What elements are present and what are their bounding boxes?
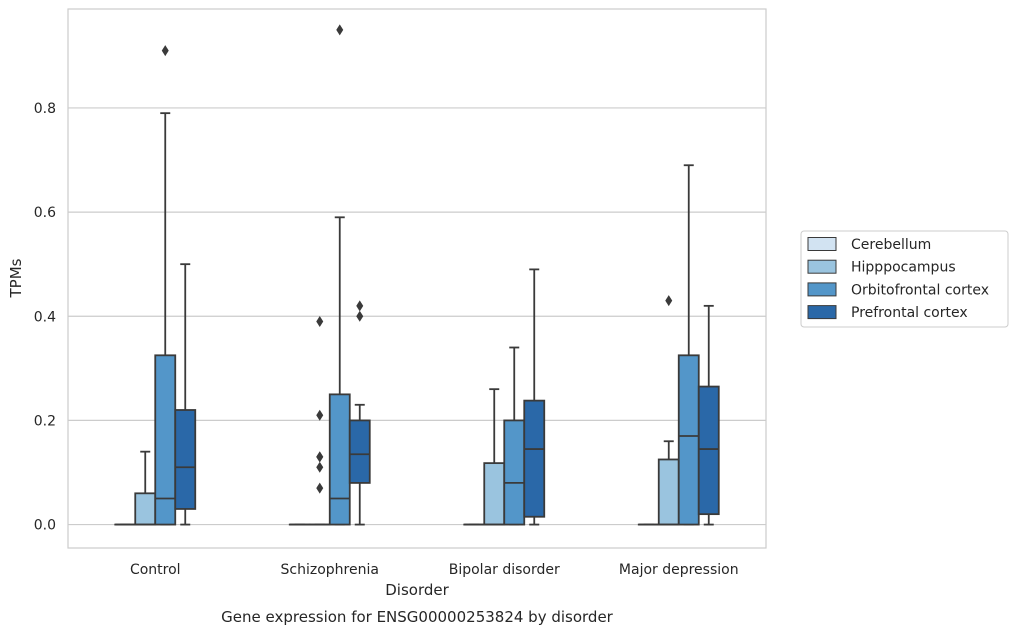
x-tick-label: Schizophrenia bbox=[281, 562, 379, 578]
outlier-point bbox=[665, 295, 673, 307]
x-axis-title: Disorder bbox=[385, 581, 449, 599]
box-hipppocampus bbox=[657, 295, 680, 526]
legend: Cerebellum Hipppocampus Orbitofrontal cort… bbox=[800, 230, 1009, 328]
legend-label: Cerebellum bbox=[851, 237, 931, 253]
outlier-point bbox=[316, 409, 324, 421]
y-tick-label: 0.8 bbox=[34, 101, 56, 117]
outlier-point bbox=[356, 300, 364, 312]
box-body bbox=[677, 354, 700, 526]
legend-swatch bbox=[807, 282, 837, 297]
box-prefrontal-cortex bbox=[348, 300, 371, 526]
box-orbitofrontal-cortex bbox=[328, 24, 351, 526]
box-body bbox=[348, 419, 371, 484]
legend-label: Orbitofrontal cortex bbox=[851, 282, 989, 298]
box-body bbox=[523, 399, 546, 518]
legend-label: Prefrontal cortex bbox=[851, 305, 968, 321]
box-orbitofrontal-cortex bbox=[503, 346, 526, 526]
box-hipppocampus bbox=[308, 315, 331, 526]
box-orbitofrontal-cortex bbox=[677, 164, 700, 526]
y-tick-label: 0.6 bbox=[34, 205, 56, 221]
legend-swatch bbox=[807, 305, 837, 320]
outlier-point bbox=[316, 482, 324, 494]
outlier-point bbox=[316, 451, 324, 463]
outlier-point bbox=[316, 315, 324, 327]
box-body bbox=[174, 409, 197, 510]
box-body bbox=[697, 385, 720, 516]
legend-frame bbox=[800, 230, 1009, 328]
y-tick-labels: 0.0 0.2 0.4 0.6 0.8 bbox=[34, 101, 56, 534]
box-prefrontal-cortex bbox=[174, 263, 197, 526]
box-body bbox=[134, 492, 157, 526]
box-prefrontal-cortex bbox=[697, 304, 720, 526]
legend-items: Cerebellum Hipppocampus Orbitofrontal cort… bbox=[807, 237, 989, 321]
outlier-point bbox=[356, 310, 364, 322]
boxes bbox=[114, 24, 720, 526]
x-tick-label: Bipolar disorder bbox=[449, 562, 560, 578]
y-tick-label: 0.2 bbox=[34, 413, 56, 429]
box-hipppocampus bbox=[483, 388, 506, 526]
legend-swatch bbox=[807, 237, 837, 251]
box-orbitofrontal-cortex bbox=[154, 45, 177, 526]
box-body bbox=[657, 458, 680, 526]
box-prefrontal-cortex bbox=[523, 268, 546, 526]
x-tick-labels: Control Schizophrenia Bipolar disorder Majo… bbox=[130, 562, 739, 578]
plot-frame bbox=[67, 8, 767, 549]
x-tick-label: Control bbox=[130, 562, 181, 578]
box-body bbox=[328, 393, 351, 526]
y-tick-label: 0.0 bbox=[34, 518, 56, 534]
outlier-point bbox=[316, 461, 324, 473]
box-body bbox=[503, 419, 526, 526]
y-tick-label: 0.4 bbox=[34, 309, 56, 325]
outlier-point bbox=[336, 24, 344, 36]
legend-swatch bbox=[807, 259, 837, 274]
outlier-point bbox=[161, 45, 169, 57]
chart-caption: Gene expression for ENSG00000253824 by d… bbox=[221, 608, 614, 626]
x-tick-label: Major depression bbox=[619, 562, 739, 578]
y-axis-title: TPMs bbox=[7, 258, 25, 298]
legend-label: Hipppocampus bbox=[851, 260, 956, 276]
box-body bbox=[483, 462, 506, 526]
box-hipppocampus bbox=[134, 450, 157, 526]
